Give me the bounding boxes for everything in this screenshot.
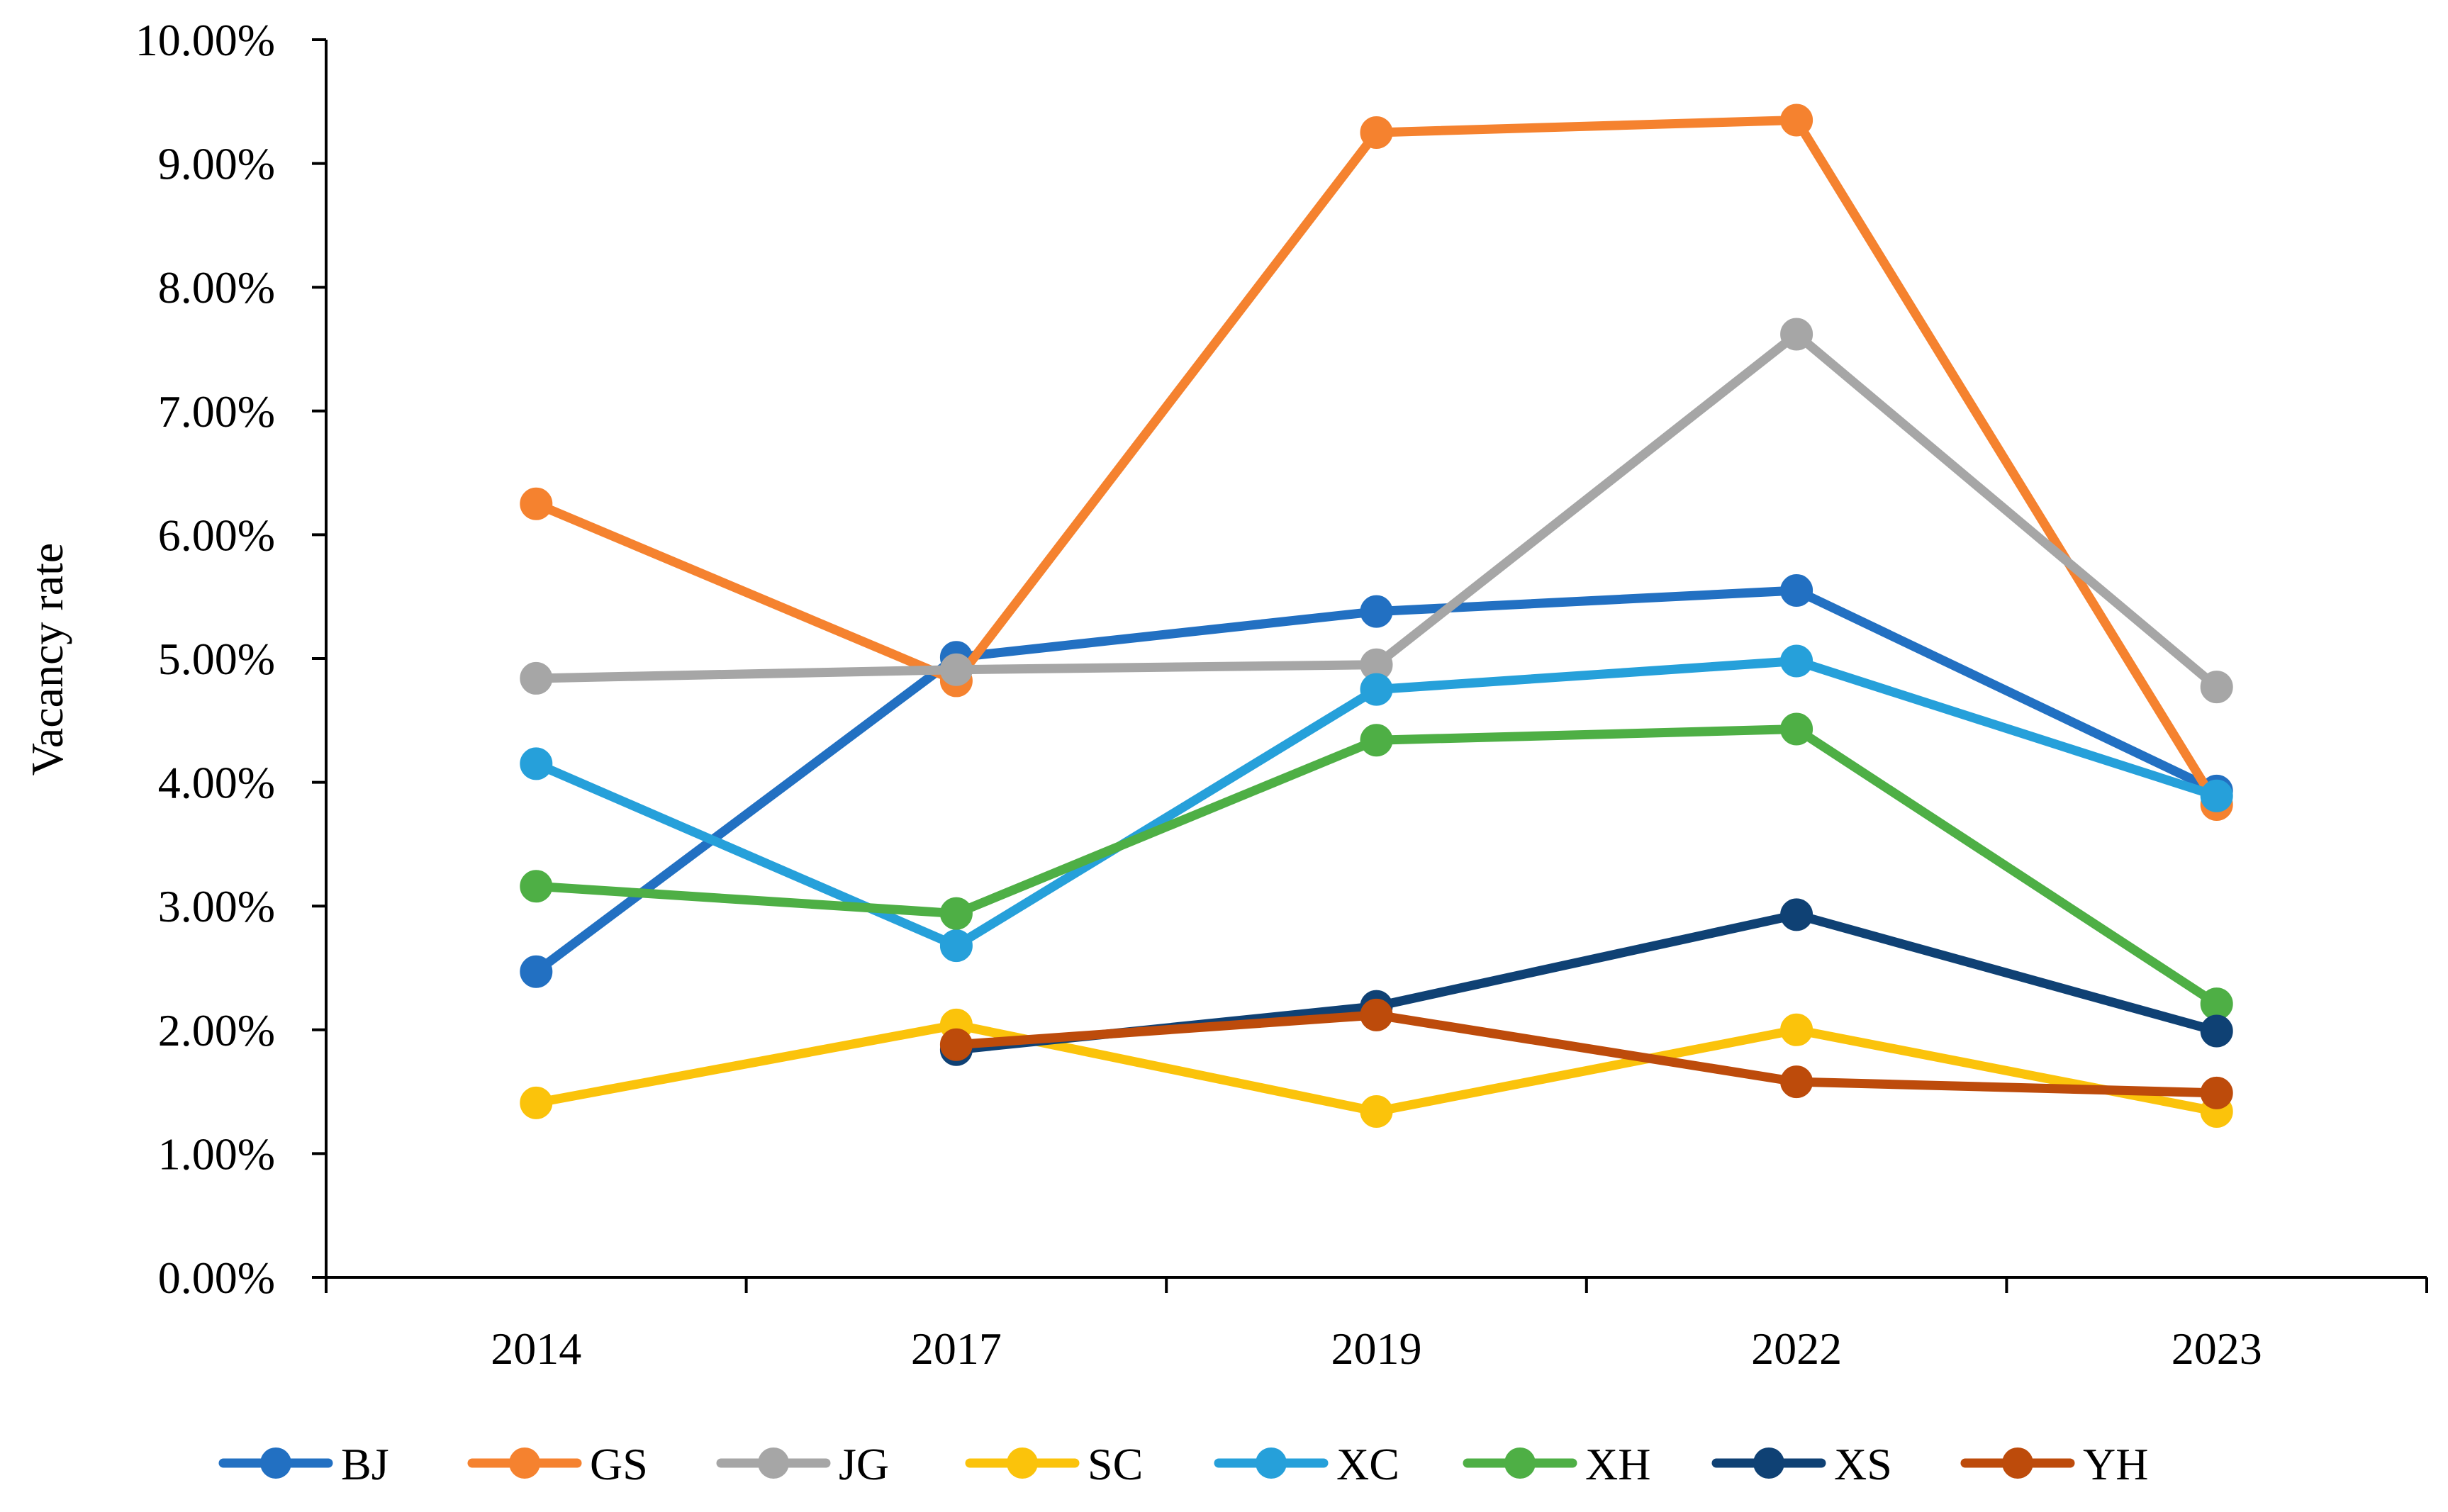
data-point-bj (1360, 595, 1393, 628)
axes: 0.00% 1.00% 2.00% 3.00% 4.00% 5.00% 6.00% 7.00%… (135, 15, 2428, 1374)
y-tick-label: 8.00% (158, 262, 275, 313)
y-tick-label: 3.00% (158, 881, 275, 931)
legend-item-jg: JG (716, 1439, 889, 1489)
data-point-jg (2200, 671, 2233, 704)
legend-label-jg: JG (839, 1439, 889, 1489)
data-point-xc (2200, 779, 2233, 812)
legend-item-xs: XS (1711, 1439, 1892, 1489)
series-yh (939, 998, 2233, 1109)
legend-item-gs: GS (467, 1439, 648, 1489)
series-xh (520, 712, 2233, 1021)
data-point-sc (520, 1086, 553, 1119)
data-point-gs (1780, 103, 1813, 137)
y-tick-label: 9.00% (158, 139, 275, 189)
series-line-bj (531, 586, 2222, 977)
legend-marker-jg (758, 1447, 789, 1479)
legend-marker-sc (1007, 1447, 1038, 1479)
series-xc (520, 644, 2233, 963)
legend: BJ GS JG SC XC XH XS YH (218, 1439, 2148, 1489)
data-point-yh (1360, 998, 1393, 1031)
data-point-xc (520, 747, 553, 780)
legend-item-xc: XC (1214, 1439, 1399, 1489)
legend-item-xh: XH (1463, 1439, 1650, 1489)
series-xs (939, 898, 2233, 1066)
series-jg (520, 318, 2233, 704)
data-point-xh (939, 897, 973, 930)
legend-marker-yh (2002, 1447, 2033, 1479)
series-gs (520, 103, 2233, 822)
legend-label-bj: BJ (341, 1439, 389, 1489)
legend-label-xc: XC (1336, 1439, 1399, 1489)
legend-marker-xh (1504, 1447, 1536, 1479)
legend-label-xh: XH (1585, 1439, 1650, 1489)
legend-label-yh: YH (2083, 1439, 2148, 1489)
data-point-yh (939, 1028, 973, 1061)
y-tick-label: 5.00% (158, 634, 275, 684)
data-point-bj (520, 955, 553, 988)
legend-item-bj: BJ (218, 1439, 389, 1489)
y-axis-title: Vacancy rate (22, 543, 72, 776)
y-tick-label: 10.00% (135, 15, 275, 65)
data-point-jg (939, 653, 973, 686)
y-tick-label: 6.00% (158, 510, 275, 560)
y-tick-label: 2.00% (158, 1005, 275, 1055)
data-point-gs (520, 487, 553, 520)
legend-marker-gs (509, 1447, 540, 1479)
x-tick-label: 2017 (911, 1323, 1002, 1374)
data-point-jg (520, 661, 553, 695)
series-line-yh (951, 1010, 2222, 1098)
x-tick-label: 2014 (491, 1323, 581, 1374)
x-tick-label: 2022 (1751, 1323, 1842, 1374)
y-tick-label: 0.00% (158, 1253, 275, 1303)
data-point-gs (1360, 116, 1393, 149)
data-point-bj (1780, 573, 1813, 607)
x-tick-label: 2019 (1331, 1323, 1422, 1374)
y-tick-label: 7.00% (158, 386, 275, 437)
data-point-xc (1360, 673, 1393, 706)
legend-marker-xs (1753, 1447, 1784, 1479)
data-point-sc (1360, 1095, 1393, 1129)
y-tick-label: 4.00% (158, 758, 275, 808)
y-tick-label: 1.00% (158, 1129, 275, 1179)
legend-marker-bj (260, 1447, 291, 1479)
legend-label-gs: GS (590, 1439, 648, 1489)
data-point-sc (1780, 1013, 1813, 1046)
x-tick-label: 2023 (2172, 1323, 2262, 1374)
legend-label-xs: XS (1834, 1439, 1892, 1489)
data-point-xh (1360, 724, 1393, 757)
legend-label-sc: SC (1088, 1439, 1143, 1489)
legend-item-yh: YH (1960, 1439, 2148, 1489)
data-point-yh (1780, 1065, 1813, 1099)
data-point-xh (1780, 712, 1813, 746)
data-point-xc (939, 929, 973, 963)
data-point-jg (1780, 318, 1813, 351)
data-point-xc (1780, 644, 1813, 678)
series-lines (520, 103, 2233, 1129)
legend-item-sc: SC (965, 1439, 1143, 1489)
data-point-xh (520, 870, 553, 903)
data-point-xs (2200, 1014, 2233, 1048)
legend-marker-xc (1256, 1447, 1287, 1479)
data-point-xs (1780, 898, 1813, 931)
data-point-yh (2200, 1076, 2233, 1109)
series-bj (520, 573, 2233, 988)
data-point-xh (2200, 987, 2233, 1021)
